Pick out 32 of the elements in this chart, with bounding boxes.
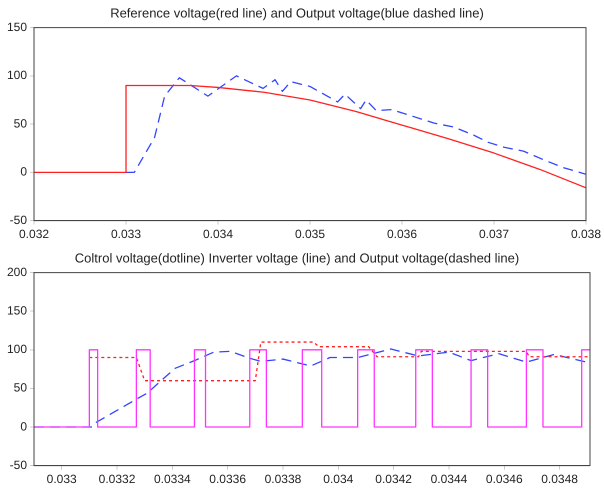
y-tick-label: 50 [14, 116, 28, 130]
x-tick-label: 0.034 [202, 227, 234, 242]
y-tick-label: 100 [6, 342, 28, 356]
chart-title: Reference voltage(red line) and Output voltage(blue dashed line) [110, 5, 484, 20]
x-tick-label: 0.0348 [541, 472, 578, 486]
y-tick-label: 0 [20, 419, 28, 434]
x-tick-label: 0.0346 [486, 472, 523, 486]
x-tick-label: 0.0332 [98, 472, 136, 486]
x-tick-label: 0.035 [294, 227, 326, 242]
line-series [125, 75, 586, 175]
x-tick-label: 0.036 [386, 227, 418, 242]
y-tick-label: -50 [10, 212, 28, 227]
x-tick-label: 0.0338 [264, 472, 302, 486]
y-tick-label: 0 [20, 164, 28, 179]
line-series [88, 341, 590, 382]
x-tick-label: 0.033 [111, 227, 142, 242]
x-tick-label: 0.033 [46, 472, 78, 486]
x-tick-label: 0.0336 [209, 472, 246, 486]
x-tick-label: 0.038 [570, 227, 602, 242]
y-tick-label: 150 [6, 20, 28, 34]
x-tick-label: 0.0342 [375, 472, 412, 486]
x-tick-label: 0.034 [323, 472, 354, 486]
chart-title: Coltrol voltage(dotline) Inverter voltage (line) and Output voltage(dashed line) [74, 250, 520, 266]
x-tick-label: 0.037 [478, 227, 510, 242]
x-tick-label: 0.0334 [154, 472, 191, 486]
y-tick-label: 150 [6, 304, 28, 318]
y-tick-label: 50 [14, 380, 28, 395]
y-tick-label: -50 [10, 458, 28, 472]
y-tick-label: 100 [6, 68, 28, 82]
x-tick-label: 0.032 [19, 227, 50, 242]
x-tick-label: 0.0344 [430, 472, 468, 486]
y-tick-label: 200 [6, 264, 28, 279]
